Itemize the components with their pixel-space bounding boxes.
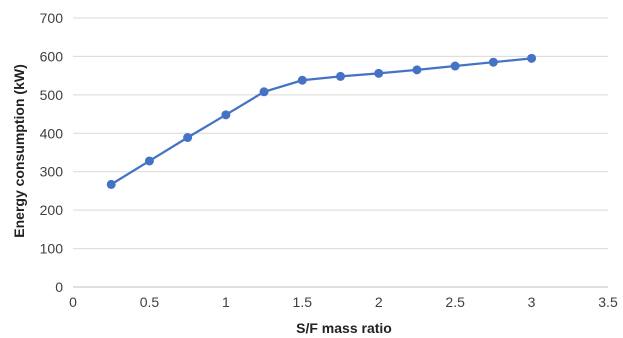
data-point xyxy=(450,61,460,71)
data-series xyxy=(106,53,537,189)
y-tick-label: 500 xyxy=(40,87,64,103)
data-point xyxy=(374,68,384,78)
x-tick-label: 0.5 xyxy=(140,294,160,310)
data-point xyxy=(488,57,498,67)
x-axis-ticks: 0 0.5 1 1.5 2 2.5 3 3.5 xyxy=(69,294,618,310)
x-tick-label: 3.5 xyxy=(598,294,618,310)
gridlines xyxy=(73,17,608,288)
data-point xyxy=(183,133,193,143)
y-axis-ticks: 0 100 200 300 400 500 600 700 xyxy=(40,10,64,295)
data-point xyxy=(297,75,307,85)
series-line xyxy=(110,57,532,186)
x-tick-label: 0 xyxy=(69,294,77,310)
x-tick-label: 2 xyxy=(375,294,383,310)
y-tick-label: 400 xyxy=(40,125,64,141)
data-point xyxy=(259,87,269,97)
x-tick-label: 1.5 xyxy=(293,294,313,310)
data-point xyxy=(336,71,345,81)
data-point xyxy=(221,110,231,120)
x-tick-label: 3 xyxy=(528,294,536,310)
x-tick-label: 1 xyxy=(222,294,230,310)
data-point xyxy=(412,65,422,75)
y-tick-label: 300 xyxy=(40,164,64,180)
y-tick-label: 600 xyxy=(40,48,64,64)
x-axis-title: S/F mass ratio xyxy=(296,320,392,336)
y-tick-label: 100 xyxy=(40,241,64,257)
y-tick-label: 0 xyxy=(55,279,63,295)
y-tick-label: 700 xyxy=(40,10,64,26)
data-point xyxy=(527,53,537,63)
y-tick-label: 200 xyxy=(40,202,64,218)
y-axis-title: Energy consumption (kW) xyxy=(11,64,27,237)
x-tick-label: 2.5 xyxy=(445,294,465,310)
data-point xyxy=(144,156,154,166)
data-point xyxy=(106,179,116,189)
